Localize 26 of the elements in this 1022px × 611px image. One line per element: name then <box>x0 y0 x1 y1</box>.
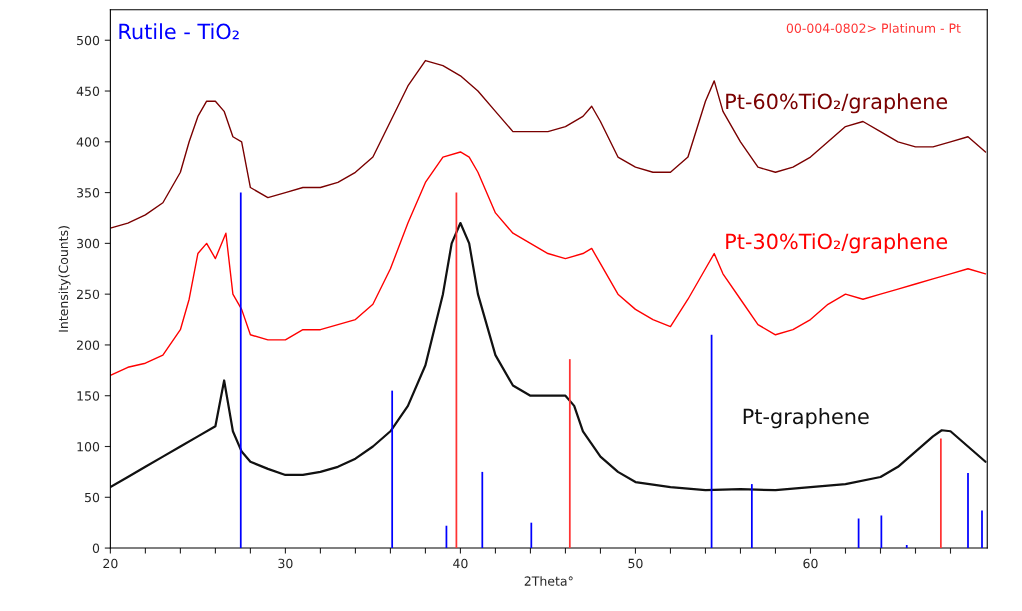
text: Rutile - TiO₂ <box>119 23 239 40</box>
x-tick-label: 60 <box>803 558 818 569</box>
y-tick-label: 450 <box>76 86 100 96</box>
y-tick-label: 350 <box>77 188 100 198</box>
series-label: Pt-60%TiO₂/graphene <box>726 93 948 114</box>
line-series <box>110 59 987 229</box>
y-tick-label: 250 <box>77 289 100 300</box>
y-axis-title: Intensity(Counts) <box>58 226 71 332</box>
y-tick-label: 200 <box>77 340 100 350</box>
text: Pt-graphene <box>743 408 869 429</box>
x-axis-title: 2Theta° <box>524 576 573 586</box>
x-tick-label: 50 <box>628 558 643 569</box>
y-tick-label: 150 <box>77 391 100 401</box>
x-tick-label: 20 <box>103 558 118 569</box>
line-series <box>110 221 987 492</box>
y-tick-label: 50 <box>85 492 100 503</box>
y-tick-label: 100 <box>77 441 100 452</box>
line-series <box>110 151 987 377</box>
y-tick-label: 300 <box>77 238 100 249</box>
text: 00-004-0802> Platinum - Pt <box>786 23 961 33</box>
y-tick-label: 0 <box>92 543 100 553</box>
y-tick-label: 500 <box>77 35 100 46</box>
x-tick-label: 40 <box>453 558 468 569</box>
x-tick-label: 30 <box>278 558 293 569</box>
y-tick-label: 400 <box>76 137 100 147</box>
series-label: Pt-30%TiO₂/graphene <box>726 233 948 254</box>
